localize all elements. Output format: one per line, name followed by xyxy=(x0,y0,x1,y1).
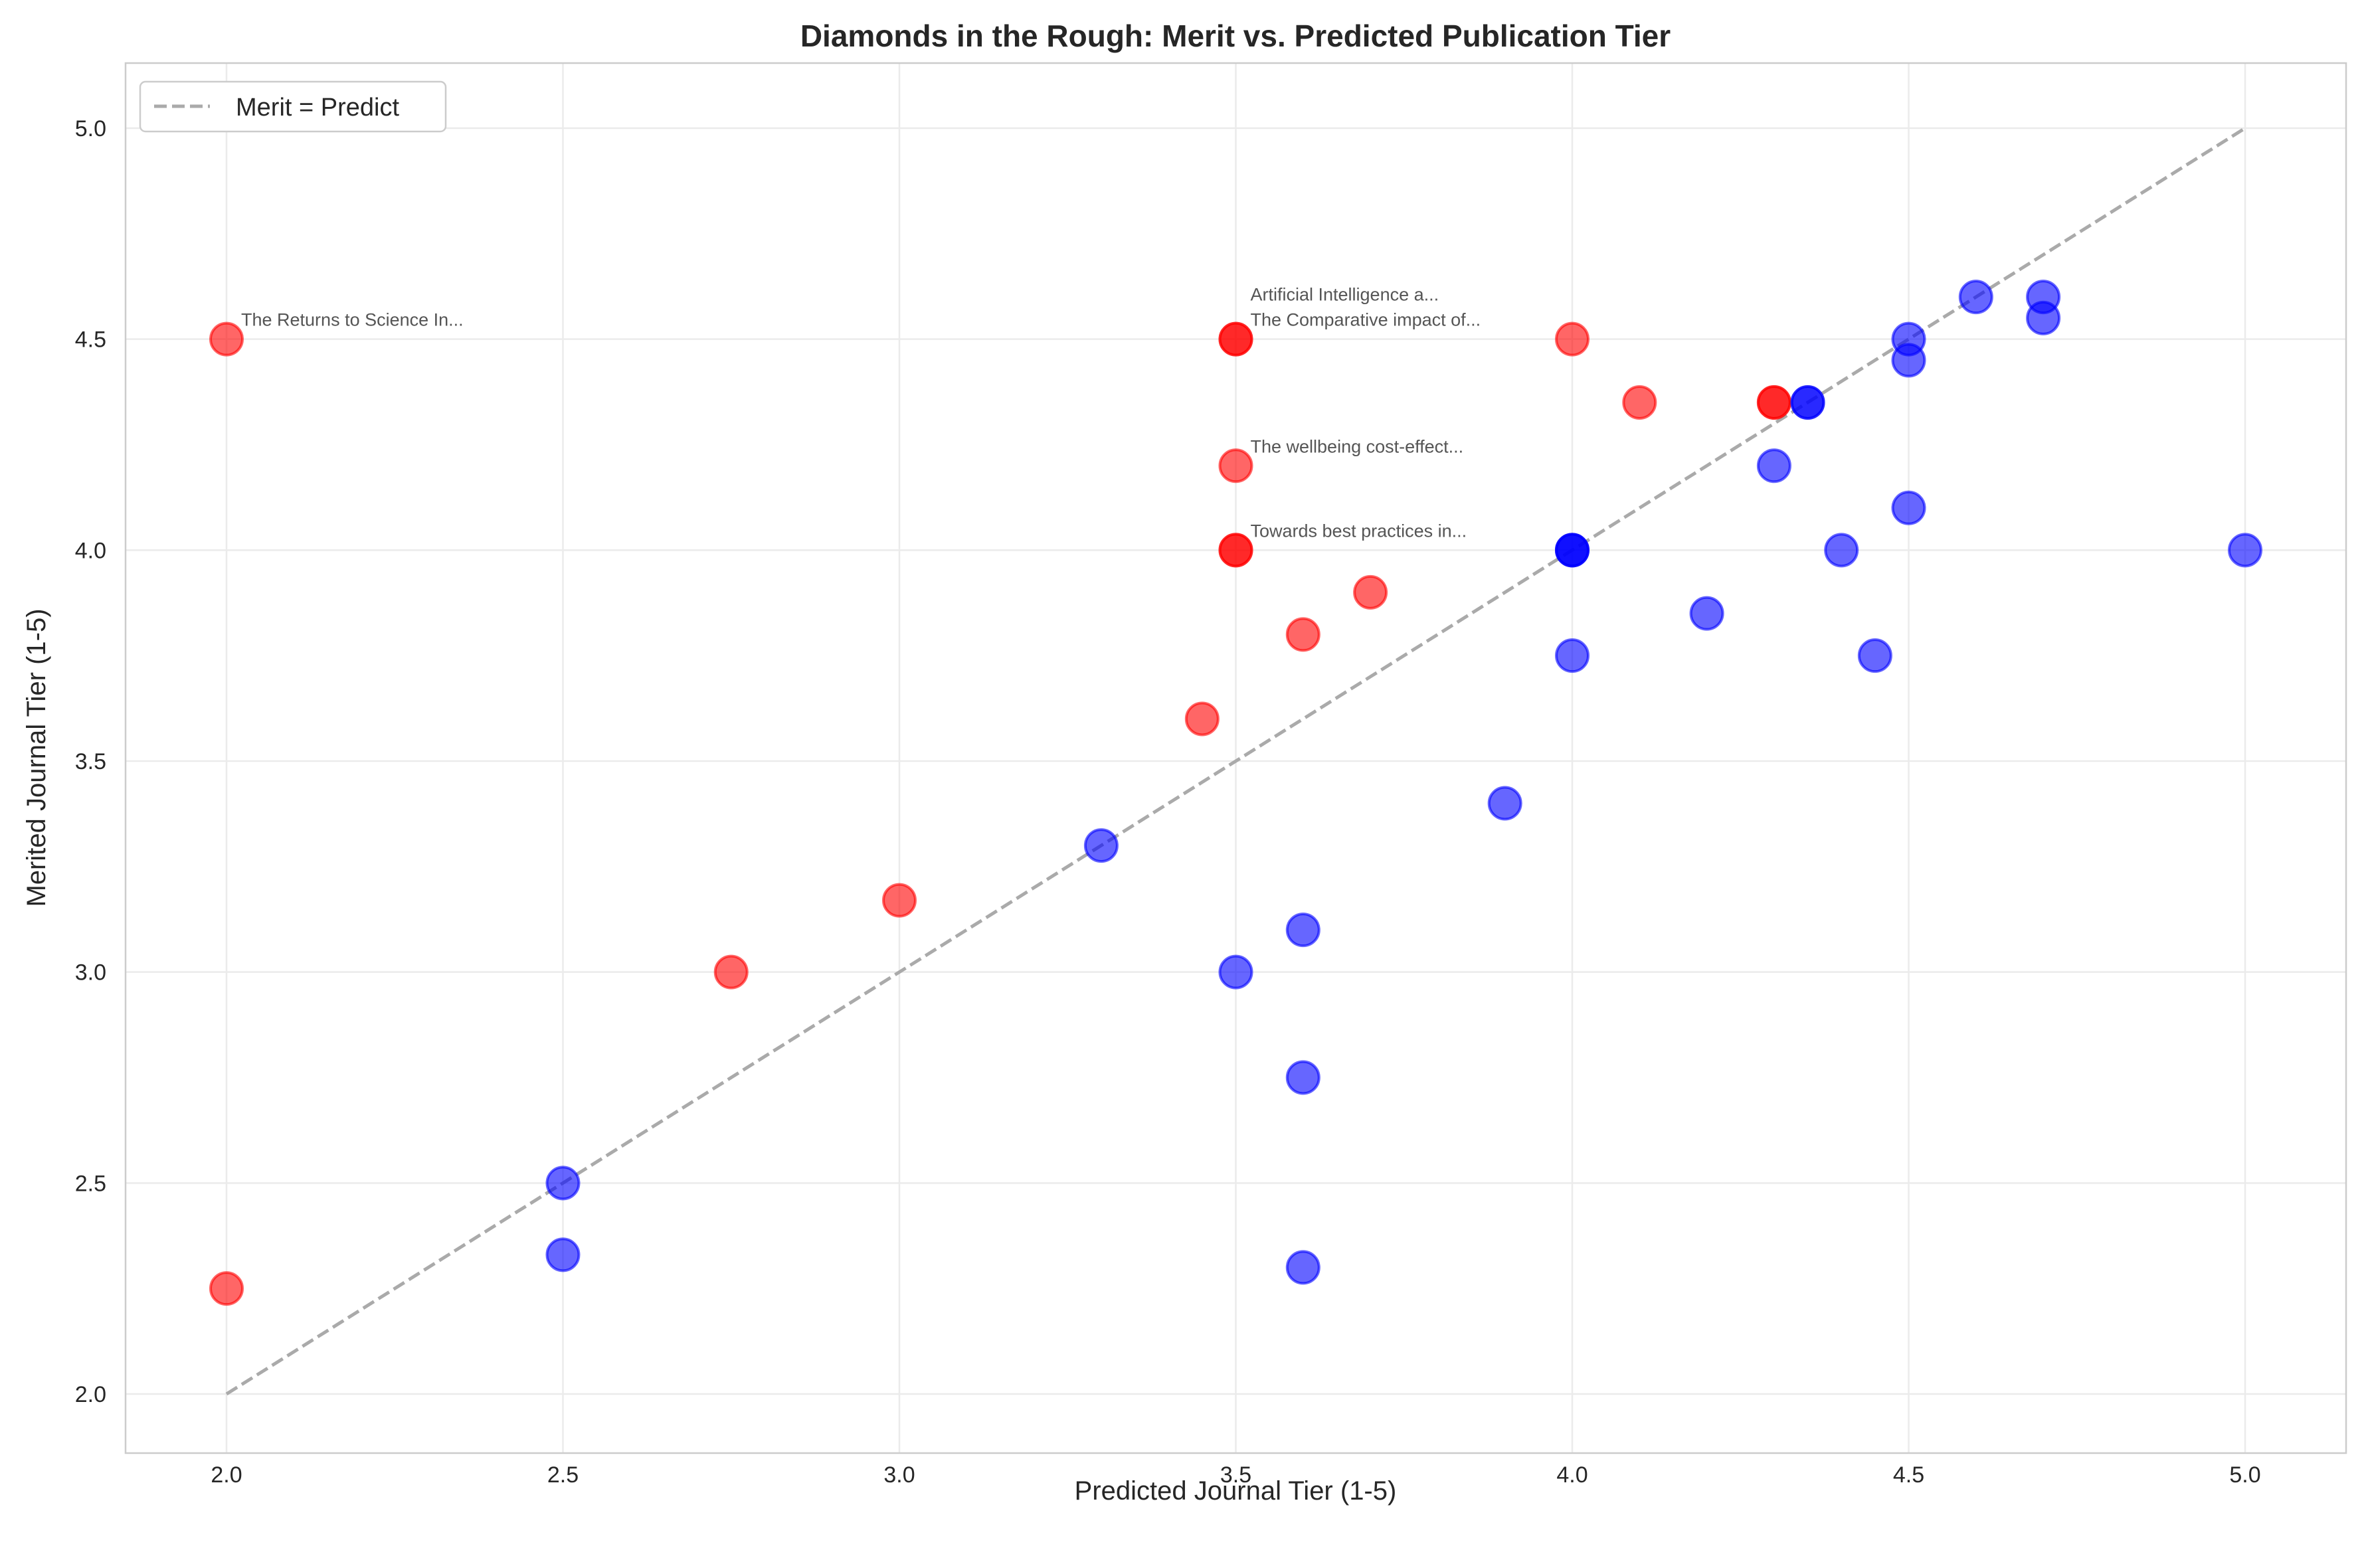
point-below-diagonal xyxy=(1891,343,1926,378)
point-annotation: The Comparative impact of... xyxy=(1251,310,1481,330)
point-above-diagonal xyxy=(1353,574,1388,610)
annotations: The Returns to Science In... The Comparat… xyxy=(241,285,1481,541)
y-tick-label: 4.0 xyxy=(75,538,106,563)
y-tick-label: 2.0 xyxy=(75,1382,106,1407)
point-below-diagonal xyxy=(1285,1060,1320,1095)
x-tick-label: 3.0 xyxy=(883,1462,915,1488)
y-tick-label: 3.0 xyxy=(75,960,106,986)
point-below-diagonal xyxy=(1555,533,1590,568)
x-tick-label: 2.5 xyxy=(547,1462,579,1488)
y-tick-label: 3.5 xyxy=(75,749,106,774)
point-above-diagonal xyxy=(1622,385,1657,420)
x-tick-label: 4.5 xyxy=(1893,1462,1924,1488)
legend-box xyxy=(139,80,447,133)
point-above-diagonal xyxy=(1218,321,1253,357)
points xyxy=(209,280,2262,1306)
legend-label: Merit = Predict xyxy=(236,94,399,122)
point-below-diagonal xyxy=(1487,786,1522,821)
point-below-diagonal xyxy=(1689,596,1724,631)
y-tick-label: 2.5 xyxy=(75,1171,106,1196)
x-axis-label: Predicted Journal Tier (1-5) xyxy=(1075,1476,1397,1506)
x-tick-label: 2.0 xyxy=(211,1462,242,1488)
x-ticks: 2.0 2.5 3.0 3.5 4.0 4.5 5.0 xyxy=(211,1462,2260,1488)
point-annotation: Towards best practices in... xyxy=(1251,521,1467,541)
point-annotation: Artificial Intelligence a... xyxy=(1251,285,1439,305)
x-tick-label: 5.0 xyxy=(2229,1462,2260,1488)
x-tick-label: 3.5 xyxy=(1220,1462,1251,1488)
point-above-diagonal xyxy=(1285,617,1320,652)
point-annotation: The wellbeing cost-effect... xyxy=(1251,436,1464,456)
point-below-diagonal xyxy=(2228,533,2262,568)
point-below-diagonal xyxy=(1790,385,1825,420)
chart-title: Diamonds in the Rough: Merit vs. Predict… xyxy=(800,19,1671,53)
point-above-diagonal xyxy=(1218,448,1253,483)
point-annotation: The Returns to Science In... xyxy=(241,310,464,330)
point-below-diagonal xyxy=(1555,638,1590,673)
point-below-diagonal xyxy=(1891,490,1926,525)
point-below-diagonal xyxy=(1218,954,1253,990)
x-tick-label: 4.0 xyxy=(1556,1462,1588,1488)
point-below-diagonal xyxy=(1824,533,1859,568)
point-above-diagonal xyxy=(1555,321,1590,357)
point-below-diagonal xyxy=(1083,828,1119,863)
point-above-diagonal xyxy=(1218,533,1253,568)
legend: Merit = Predict xyxy=(139,80,447,133)
point-below-diagonal xyxy=(1285,1250,1320,1285)
y-tick-label: 4.5 xyxy=(75,327,106,353)
point-above-diagonal xyxy=(1756,385,1791,420)
point-below-diagonal xyxy=(2026,300,2061,335)
plot-frame xyxy=(124,62,2347,1454)
point-above-diagonal xyxy=(209,1271,244,1306)
point-below-diagonal xyxy=(1285,913,1320,948)
y-tick-label: 5.0 xyxy=(75,116,106,141)
y-axis-label: Merited Journal Tier (1-5) xyxy=(22,608,51,907)
point-above-diagonal xyxy=(713,954,749,990)
point-below-diagonal xyxy=(1958,280,1993,315)
point-below-diagonal xyxy=(1857,638,1892,673)
point-below-diagonal xyxy=(1756,448,1791,483)
point-above-diagonal xyxy=(882,883,917,918)
point-below-diagonal xyxy=(545,1166,581,1201)
y-ticks: 2.0 2.5 3.0 3.5 4.0 4.5 5.0 xyxy=(75,116,106,1407)
point-above-diagonal xyxy=(209,321,244,357)
point-above-diagonal xyxy=(1184,701,1220,737)
point-below-diagonal xyxy=(545,1237,581,1272)
